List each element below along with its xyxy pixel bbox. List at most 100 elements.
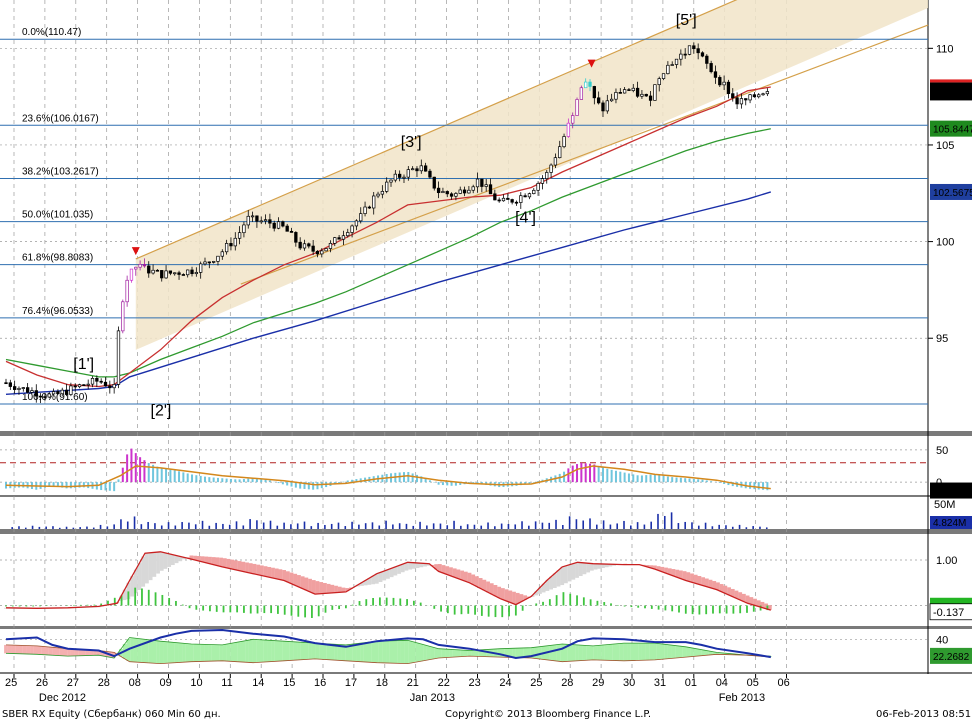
dmi-band-shade — [482, 649, 487, 657]
candle-body — [631, 87, 635, 91]
rsi-hist-bar — [459, 482, 462, 485]
volume-bar — [208, 525, 211, 529]
panel-separator — [0, 431, 972, 436]
macd-last-box — [929, 603, 972, 621]
macd-hist-bar — [637, 605, 640, 608]
rsi-hist-bar — [718, 482, 721, 483]
candle-body — [73, 385, 77, 388]
candle-body — [250, 215, 255, 218]
rsi-hist-bar — [307, 482, 310, 490]
dmi-band-shade — [356, 643, 361, 662]
macd-band-shade — [356, 584, 361, 587]
macd-hist-bar — [494, 605, 497, 618]
macd-hist-bar — [535, 603, 538, 606]
dmi-band-shade — [185, 643, 190, 662]
dmi-band-shade — [601, 644, 605, 661]
volume-bar — [636, 522, 639, 529]
x-tick-label: 11 — [221, 677, 232, 689]
volume-bar — [269, 520, 272, 529]
macd-hist-bar — [100, 603, 103, 606]
macd-band-shade — [549, 576, 553, 590]
volume-bar — [113, 524, 115, 529]
volume-bar — [487, 522, 489, 529]
candle-body — [709, 63, 713, 73]
dmi-band-shade — [278, 640, 283, 662]
volume-bar — [283, 522, 285, 529]
macd-band-shade — [712, 581, 717, 589]
candle-body — [605, 100, 609, 112]
volume-bar — [534, 521, 537, 529]
volume-bar — [106, 526, 109, 529]
rsi-hist-bar — [17, 482, 20, 488]
dmi-band-shade — [697, 649, 702, 656]
macd-hist-bar — [603, 602, 606, 606]
macd-band-shade — [411, 562, 416, 569]
candle-body — [173, 272, 177, 275]
volume-bar — [432, 523, 435, 529]
rsi-hist-bar — [52, 482, 55, 487]
rsi-hist-bar — [649, 474, 652, 483]
macd-band-shade — [397, 565, 401, 574]
volume-bar — [79, 527, 81, 529]
rsi-hist-bar — [346, 480, 349, 483]
macd-band-shade — [556, 570, 561, 587]
price-tick-label: 100 — [936, 237, 954, 249]
x-tick-label: 26 — [36, 677, 48, 689]
candle-body — [21, 387, 25, 389]
candle-body — [307, 243, 311, 247]
macd-band-shade — [367, 578, 372, 585]
fib-level-label: 23.6%(106.0167) — [22, 113, 99, 124]
macd-band-shade — [460, 570, 464, 581]
rsi-hist-bar — [450, 482, 453, 486]
ma-red-line — [5, 86, 771, 388]
volume-bar — [500, 523, 503, 529]
dmi-band-shade — [538, 646, 542, 660]
candle-body — [545, 172, 549, 179]
dmi-band-shade — [634, 643, 639, 661]
volume-bar — [249, 519, 251, 529]
dmi-band-shade — [437, 648, 442, 658]
dmi-band-shade — [230, 643, 235, 662]
rsi-hist-bar — [679, 477, 682, 483]
dmi-band-shade — [193, 644, 198, 662]
candle-body — [406, 169, 410, 178]
candle-body — [328, 243, 333, 249]
last-price-box — [930, 82, 972, 101]
candle-body — [168, 270, 173, 274]
rsi-hist-bar — [701, 479, 704, 483]
dmi-band-shade — [15, 645, 20, 654]
volume-bar — [759, 526, 761, 529]
volume-bar — [643, 524, 646, 529]
dmi-band-shade — [575, 644, 579, 661]
dmi-band-shade — [363, 642, 368, 662]
macd-hist-bar — [79, 604, 82, 606]
rsi-hist-bar — [242, 479, 245, 483]
macd-hist-bar — [732, 605, 735, 614]
volume-bar — [541, 522, 544, 529]
volume-bar — [582, 520, 585, 529]
dmi-band-shade — [189, 644, 194, 662]
volume-last-box — [930, 516, 972, 529]
macd-band-shade — [393, 566, 398, 576]
macd-band-shade — [686, 572, 691, 582]
dmi-band-shade — [208, 644, 212, 662]
x-month-label: Feb 2013 — [719, 692, 765, 704]
volume-bar — [215, 522, 217, 529]
rsi-hist-bar — [113, 482, 116, 492]
macd-band-shade — [678, 570, 683, 579]
macd-hist-bar — [596, 600, 599, 606]
macd-band-shade — [230, 559, 235, 570]
volume-bar — [562, 524, 564, 529]
volume-bar — [99, 524, 102, 529]
sell-signal-marker — [131, 247, 140, 256]
macd-band-shade — [593, 563, 598, 570]
macd-band-shade — [575, 562, 579, 578]
macd-hist-bar — [73, 604, 75, 606]
dmi-band-shade — [70, 648, 75, 656]
volume-bar — [262, 522, 265, 529]
macd-hist-bar — [589, 599, 592, 606]
candle-body — [108, 385, 112, 389]
volume-bar — [181, 522, 183, 529]
candle-body — [532, 189, 536, 195]
candle-body — [692, 45, 696, 50]
